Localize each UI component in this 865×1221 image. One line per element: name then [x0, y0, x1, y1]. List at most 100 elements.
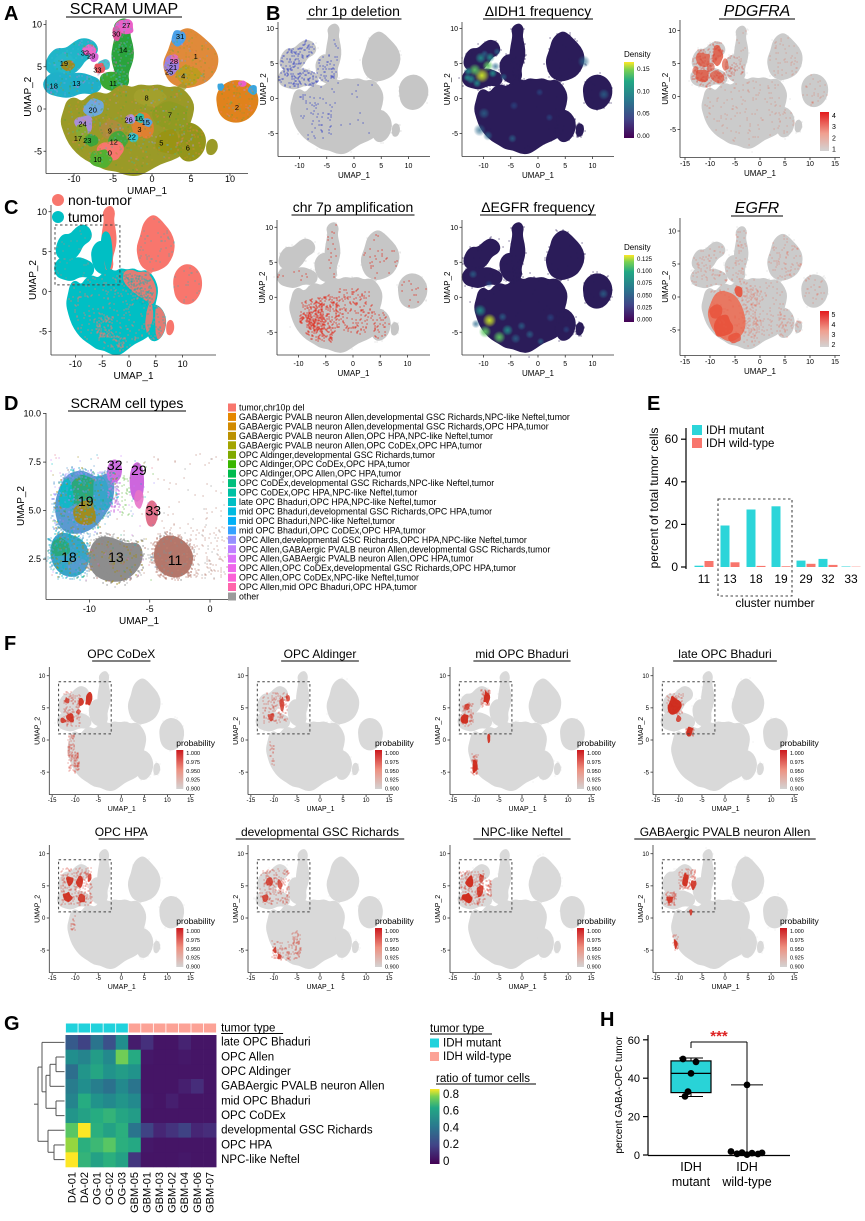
svg-text:0: 0 — [42, 287, 47, 297]
svg-text:-5: -5 — [496, 976, 502, 982]
svg-text:5: 5 — [143, 798, 147, 804]
svg-text:-5: -5 — [268, 131, 274, 138]
svg-text:33: 33 — [146, 503, 162, 519]
svg-text:GBM-06: GBM-06 — [192, 1172, 204, 1213]
svg-text:UMAP_2: UMAP_2 — [638, 895, 645, 923]
svg-text:11: 11 — [109, 79, 117, 88]
svg-text:15: 15 — [386, 798, 393, 804]
svg-text:0: 0 — [454, 96, 458, 103]
svg-text:UMAP_1: UMAP_1 — [711, 984, 739, 991]
svg-text:24: 24 — [78, 120, 86, 129]
svg-text:UMAP_2: UMAP_2 — [23, 76, 34, 116]
svg-text:-10: -10 — [472, 798, 481, 804]
svg-text:10: 10 — [93, 155, 101, 164]
svg-text:GBM-01: GBM-01 — [142, 1172, 154, 1213]
svg-text:probability: probability — [780, 738, 819, 748]
svg-text:SCRAM UMAP: SCRAM UMAP — [70, 1, 178, 18]
svg-text:15: 15 — [386, 976, 393, 982]
svg-text:0: 0 — [723, 798, 727, 804]
svg-text:32: 32 — [107, 457, 123, 473]
svg-text:PDGFRA: PDGFRA — [724, 3, 791, 20]
svg-text:13: 13 — [108, 549, 124, 565]
svg-text:OPC Allen,mid OPC Bhaduri,OPC: OPC Allen,mid OPC Bhaduri,OPC HPA,tumor — [239, 582, 417, 592]
svg-text:-5: -5 — [39, 327, 47, 337]
svg-text:5: 5 — [42, 247, 47, 257]
svg-text:OPC Allen,developmental GSC Ri: OPC Allen,developmental GSC Richards,OPC… — [239, 535, 527, 545]
svg-text:UMAP_2: UMAP_2 — [34, 895, 41, 923]
svg-text:0.900: 0.900 — [385, 965, 399, 971]
svg-text:0: 0 — [241, 738, 245, 744]
svg-text:UMAP_2: UMAP_2 — [16, 486, 27, 526]
svg-text:0: 0 — [126, 359, 131, 369]
svg-text:1.000: 1.000 — [385, 751, 399, 757]
svg-text:-5: -5 — [644, 770, 650, 776]
svg-text:-15: -15 — [449, 798, 458, 804]
svg-text:OPC Aldinger,developmental GSC: OPC Aldinger,developmental GSC Richards,… — [239, 450, 435, 460]
svg-text:GABAergic PVALB neuron Allen: GABAergic PVALB neuron Allen — [640, 825, 811, 839]
svg-text:18: 18 — [61, 549, 77, 565]
svg-text:5: 5 — [454, 61, 458, 68]
svg-text:0: 0 — [646, 738, 650, 744]
svg-text:OPC CoDEx,OPC HPA,NPC-like Nef: OPC CoDEx,OPC HPA,NPC-like Neftel,tumor — [239, 488, 417, 498]
svg-text:mid OPC Bhaduri,developmental: mid OPC Bhaduri,developmental GSC Richar… — [239, 506, 492, 516]
svg-text:OG-02: OG-02 — [104, 1172, 116, 1205]
svg-text:0.975: 0.975 — [385, 760, 399, 766]
svg-text:OPC Allen,GABAergic PVALB neur: OPC Allen,GABAergic PVALB neuron Allen,O… — [239, 554, 473, 564]
svg-text:6: 6 — [186, 143, 190, 152]
svg-text:-5: -5 — [732, 161, 738, 168]
svg-text:IDH wild-type: IDH wild-type — [443, 1051, 511, 1063]
svg-text:-5: -5 — [732, 359, 738, 366]
svg-text:0.975: 0.975 — [186, 938, 200, 944]
svg-text:5: 5 — [143, 976, 147, 982]
svg-text:0: 0 — [351, 361, 355, 368]
svg-text:UMAP_2: UMAP_2 — [28, 260, 39, 300]
svg-text:7.5: 7.5 — [28, 457, 41, 467]
svg-text:GBM-07: GBM-07 — [204, 1172, 216, 1213]
svg-text:0.950: 0.950 — [790, 769, 804, 775]
svg-text:-5: -5 — [40, 948, 46, 954]
svg-text:2.5: 2.5 — [28, 554, 41, 564]
svg-text:0: 0 — [671, 560, 678, 574]
svg-text:-10: -10 — [293, 361, 303, 368]
svg-text:-15: -15 — [247, 976, 256, 982]
svg-text:0: 0 — [120, 798, 124, 804]
svg-text:5: 5 — [159, 138, 163, 147]
svg-text:ΔEGFR frequency: ΔEGFR frequency — [481, 199, 595, 215]
svg-text:10: 10 — [806, 161, 814, 168]
svg-text:32: 32 — [81, 49, 89, 58]
svg-text:8: 8 — [144, 94, 148, 103]
svg-text:0: 0 — [443, 916, 447, 922]
svg-text:IDH wild-type: IDH wild-type — [706, 438, 774, 450]
svg-text:0.6: 0.6 — [443, 1106, 459, 1118]
svg-text:UMAP_2: UMAP_2 — [258, 271, 267, 304]
svg-text:0.975: 0.975 — [790, 938, 804, 944]
svg-text:GABAergic PVALB neuron Allen,d: GABAergic PVALB neuron Allen,development… — [239, 412, 570, 422]
svg-text:28: 28 — [170, 57, 178, 66]
svg-text:0.925: 0.925 — [790, 778, 804, 784]
svg-text:OG-01: OG-01 — [91, 1172, 103, 1205]
svg-text:-5: -5 — [441, 770, 447, 776]
svg-text:GABAergic PVALB neuron Allen,d: GABAergic PVALB neuron Allen,development… — [239, 421, 549, 431]
svg-text:15: 15 — [187, 798, 194, 804]
svg-text:15: 15 — [187, 976, 194, 982]
svg-text:-5: -5 — [239, 770, 245, 776]
svg-text:-10: -10 — [270, 976, 279, 982]
svg-text:-10: -10 — [675, 976, 684, 982]
svg-text:0.900: 0.900 — [587, 965, 601, 971]
svg-text:0: 0 — [270, 96, 274, 103]
svg-text:UMAP_1: UMAP_1 — [744, 367, 777, 376]
svg-text:10: 10 — [39, 674, 46, 680]
svg-text:0: 0 — [646, 916, 650, 922]
svg-text:IDH: IDH — [736, 1160, 758, 1174]
svg-text:UMAP_2: UMAP_2 — [443, 271, 452, 304]
svg-text:C: C — [4, 197, 18, 219]
svg-text:5: 5 — [454, 260, 458, 267]
svg-text:probability: probability — [176, 916, 215, 926]
svg-text:0.900: 0.900 — [790, 965, 804, 971]
svg-text:0.15: 0.15 — [637, 66, 650, 73]
svg-text:5: 5 — [269, 260, 273, 267]
svg-text:0: 0 — [318, 798, 322, 804]
svg-text:0.925: 0.925 — [385, 956, 399, 962]
svg-text:-10: -10 — [71, 798, 80, 804]
svg-text:15: 15 — [142, 118, 150, 127]
